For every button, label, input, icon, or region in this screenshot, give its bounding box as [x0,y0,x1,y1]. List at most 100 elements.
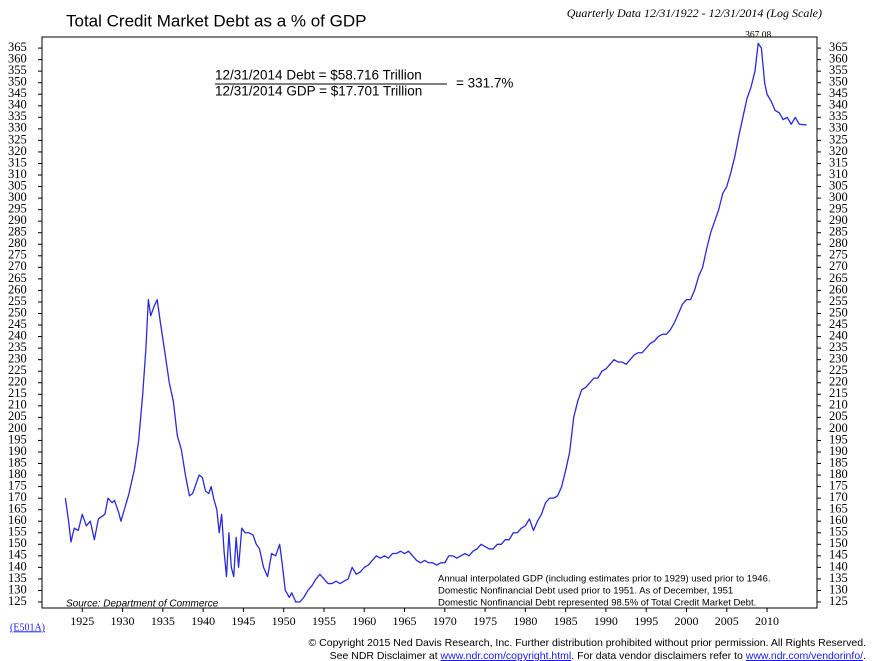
y-tick-label: 290 [829,213,848,227]
y-tick-label: 360 [8,51,27,65]
x-tick-label: 2010 [755,614,779,628]
y-tick-label: 175 [8,478,27,492]
y-tick-label: 130 [829,582,848,596]
footer-line: See NDR Disclaimer at www.ndr.com/copyri… [330,650,866,661]
x-tick-label: 1970 [433,614,457,628]
y-tick-label: 155 [829,525,848,539]
y-tick-label: 180 [8,467,27,481]
y-tick-label: 200 [829,421,848,435]
y-tick-label: 145 [829,548,848,562]
y-tick-label: 325 [8,132,27,146]
source: Source: Department of Commerce [66,599,219,610]
y-tick-label: 295 [829,202,848,216]
y-tick-label: 240 [829,328,848,342]
y-tick-label: 195 [829,432,848,446]
y-tick-label: 130 [8,582,27,596]
chart-subtitle: Quarterly Data 12/31/1922 - 12/31/2014 (… [567,6,822,20]
equation-ratio: = 331.7% [456,76,513,91]
y-tick-label: 165 [829,502,848,516]
chart-code[interactable]: (E501A) [10,622,45,633]
y-tick-label: 160 [829,513,848,527]
peak-label: 367.08 [745,30,771,40]
y-tick-label: 210 [829,398,848,412]
y-tick-label: 185 [8,455,27,469]
y-tick-label: 325 [829,132,848,146]
y-tick-label: 235 [8,340,27,354]
x-tick-label: 1945 [231,614,255,628]
y-tick-label: 340 [829,98,848,112]
y-tick-label: 270 [829,259,848,273]
y-tick-label: 225 [8,363,27,377]
note: Domestic Nonfinancial Debt used prior to… [438,586,733,597]
y-tick-label: 260 [8,282,27,296]
y-tick-label: 305 [8,178,27,192]
y-tick-label: 230 [8,352,27,366]
footer-link[interactable]: www.ndr.com/copyright.html [440,650,572,661]
x-tick-label: 1990 [594,614,618,628]
y-tick-label: 140 [8,559,27,573]
y-tick-label: 265 [8,271,27,285]
y-tick-label: 300 [829,190,848,204]
equation-gdp: 12/31/2014 GDP = $17.701 Trillion [215,84,422,99]
y-tick-label: 135 [8,571,27,585]
y-tick-label: 225 [829,363,848,377]
y-tick-label: 270 [8,259,27,273]
footer-text: See NDR Disclaimer at [330,650,441,661]
y-tick-label: 260 [829,282,848,296]
y-tick-label: 125 [8,594,27,608]
y-tick-label: 165 [8,502,27,516]
y-tick-label: 220 [829,375,848,389]
y-tick-label: 360 [829,51,848,65]
y-tick-label: 275 [829,248,848,262]
x-tick-label: 1950 [272,614,296,628]
y-tick-label: 320 [829,144,848,158]
y-tick-label: 275 [8,248,27,262]
y-tick-label: 285 [829,225,848,239]
y-tick-label: 245 [8,317,27,331]
series-line [64,42,807,603]
y-tick-label: 185 [829,455,848,469]
y-tick-label: 280 [8,236,27,250]
y-tick-label: 170 [8,490,27,504]
y-tick-label: 335 [829,109,848,123]
footer-text: . [863,650,866,661]
y-tick-label: 160 [8,513,27,527]
y-tick-label: 355 [829,63,848,77]
x-tick-label: 1940 [191,614,215,628]
y-tick-label: 180 [829,467,848,481]
y-tick-label: 250 [829,305,848,319]
y-tick-label: 210 [8,398,27,412]
y-tick-label: 155 [8,525,27,539]
y-tick-label: 280 [829,236,848,250]
y-tick-label: 265 [829,271,848,285]
y-tick-label: 295 [8,202,27,216]
y-tick-label: 365 [8,40,27,54]
y-tick-label: 195 [8,432,27,446]
x-tick-label: 1975 [473,614,497,628]
y-tick-label: 125 [829,594,848,608]
y-tick-label: 365 [829,40,848,54]
equation-debt: 12/31/2014 Debt = $58.716 Trillion [215,68,422,83]
x-tick-label: 1925 [70,614,94,628]
footer-link[interactable]: www.ndr.com/vendorinfo/ [745,650,863,661]
y-tick-label: 310 [8,167,27,181]
x-tick-label: 2000 [674,614,698,628]
plot-frame [41,36,818,609]
y-tick-label: 145 [8,548,27,562]
y-tick-label: 320 [8,144,27,158]
y-tick-label: 135 [829,571,848,585]
y-tick-label: 190 [829,444,848,458]
y-tick-label: 350 [8,75,27,89]
y-tick-label: 215 [829,386,848,400]
y-tick-label: 330 [829,121,848,135]
y-tick-label: 150 [8,536,27,550]
x-tick-label: 1930 [111,614,135,628]
x-tick-label: 1960 [352,614,376,628]
x-tick-label: 2005 [715,614,739,628]
y-tick-label: 240 [8,328,27,342]
x-tick-label: 1965 [393,614,417,628]
y-tick-label: 200 [8,421,27,435]
y-tick-label: 190 [8,444,27,458]
y-tick-label: 350 [829,75,848,89]
